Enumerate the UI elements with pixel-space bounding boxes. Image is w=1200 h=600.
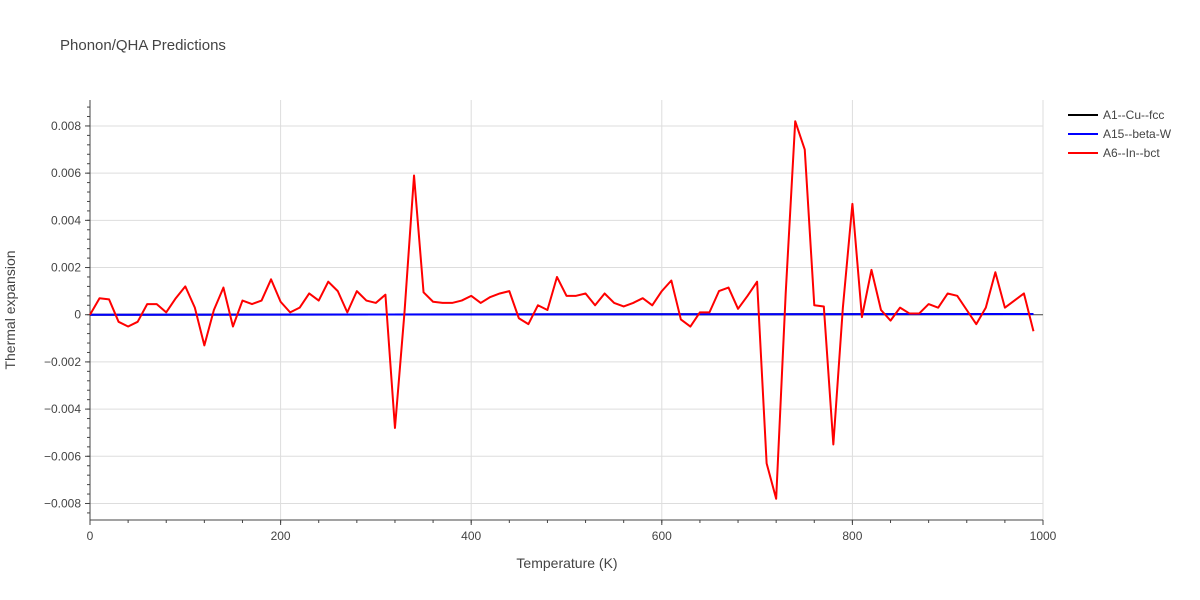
y-tick-label: −0.004 xyxy=(44,402,81,416)
y-tick-label: 0 xyxy=(74,308,81,322)
x-tick-label: 400 xyxy=(461,529,481,543)
y-tick-label: 0.002 xyxy=(51,261,81,275)
y-tick-label: −0.006 xyxy=(44,449,81,463)
series-line-a15-beta-w xyxy=(89,313,1034,316)
x-tick-label: 800 xyxy=(842,529,862,543)
legend-item-a1-cu-fcc[interactable]: A1--Cu--fcc xyxy=(1068,108,1164,122)
x-tick-label: 600 xyxy=(652,529,672,543)
chart-title: Phonon/QHA Predictions xyxy=(60,37,226,54)
legend-label: A6--In--bct xyxy=(1103,146,1160,160)
x-tick-label: 1000 xyxy=(1030,529,1057,543)
legend-label: A15--beta-W xyxy=(1103,127,1172,141)
x-tick-label: 0 xyxy=(87,529,94,543)
x-tick-label: 200 xyxy=(271,529,291,543)
series-line-a6-in-bct xyxy=(89,120,1035,500)
y-tick-label: 0.008 xyxy=(51,119,81,133)
y-tick-label: −0.002 xyxy=(44,355,81,369)
y-axis: −0.008 −0.006 −0.004 −0.002 0 0.002 0.004 0.006… xyxy=(44,100,91,520)
y-tick-label: 0.004 xyxy=(51,213,81,227)
gridlines xyxy=(90,100,1044,520)
legend-label: A1--Cu--fcc xyxy=(1103,108,1164,122)
x-axis: 0 200 400 600 800 1000 xyxy=(87,519,1057,543)
y-tick-label: −0.008 xyxy=(44,496,81,510)
legend-item-a15-beta-w[interactable]: A15--beta-W xyxy=(1068,127,1172,141)
y-tick-label: 0.006 xyxy=(51,166,81,180)
x-axis-title: Temperature (K) xyxy=(516,555,617,571)
plot-area xyxy=(89,120,1035,500)
y-axis-title: Thermal expansion xyxy=(2,250,18,369)
legend[interactable]: A1--Cu--fcc A15--beta-W A6--In--bct xyxy=(1068,108,1172,160)
legend-item-a6-in-bct[interactable]: A6--In--bct xyxy=(1068,146,1160,160)
